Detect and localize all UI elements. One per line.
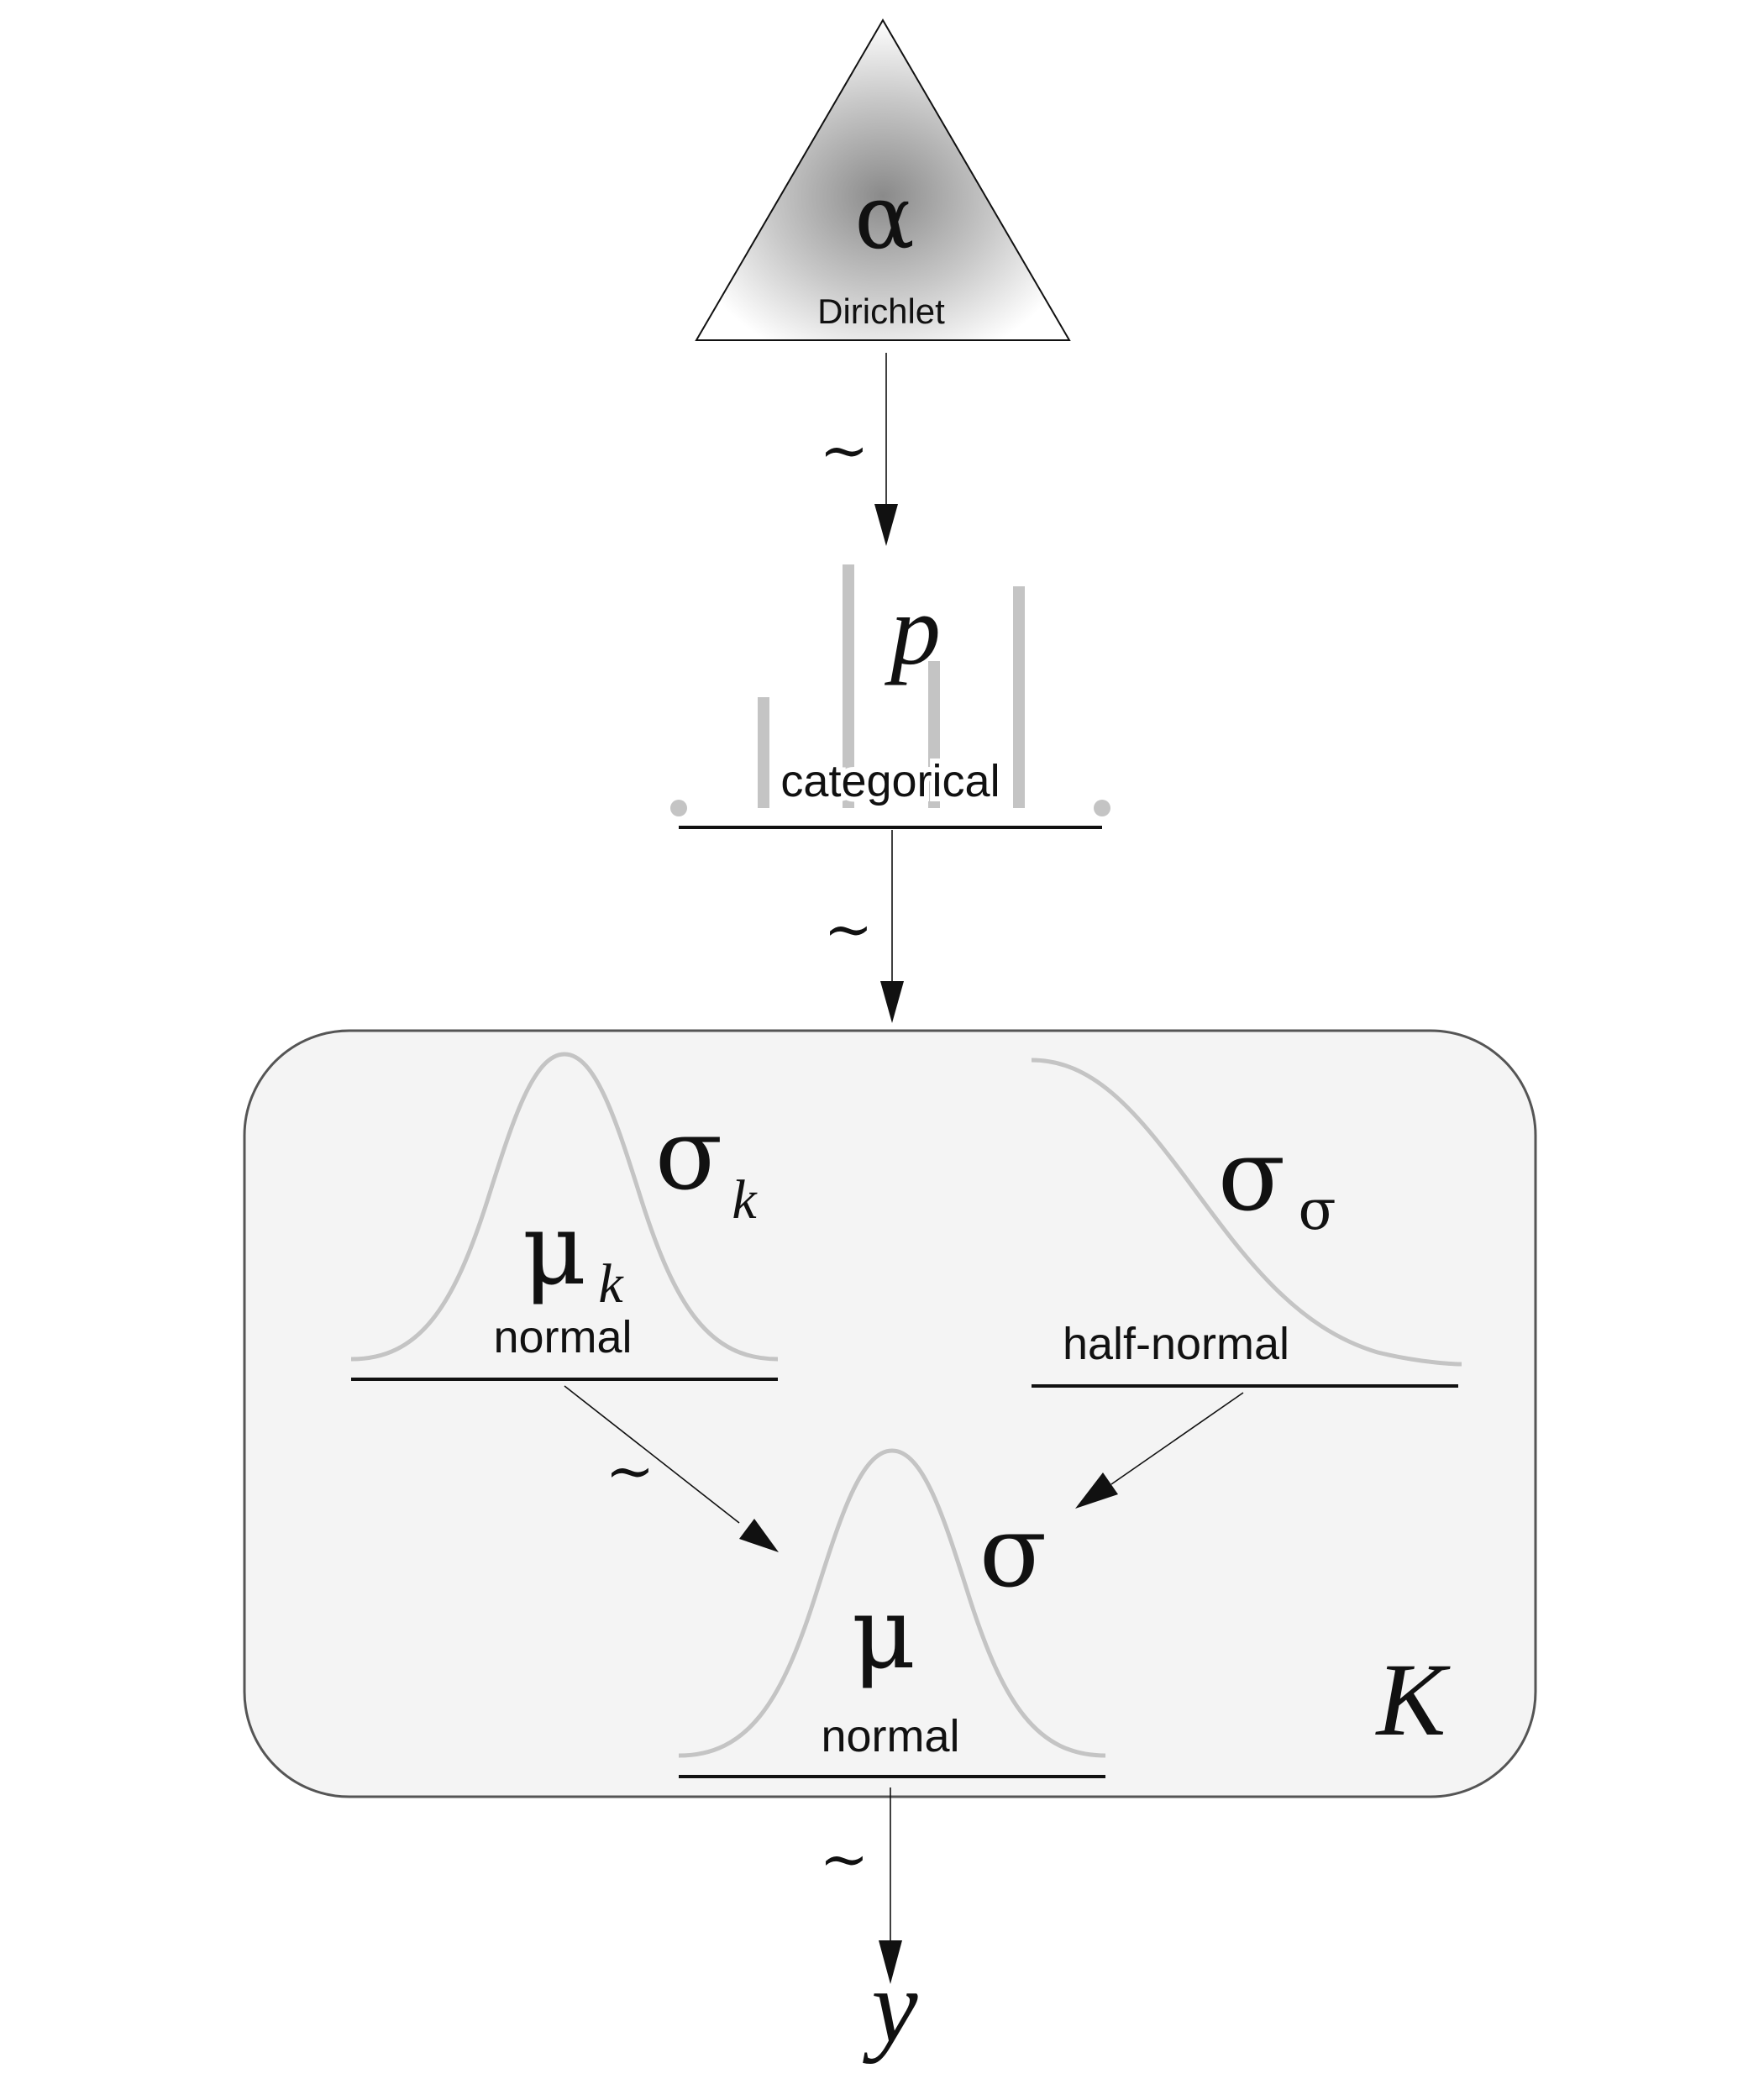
sigma-k-label: σ k xyxy=(655,1096,759,1231)
sigma-sigma-distribution-label: half-normal xyxy=(1063,1319,1289,1369)
sigma-k-symbol: σ xyxy=(655,1096,723,1212)
sigma-sigma-subscript: σ xyxy=(1298,1178,1336,1242)
p-symbol: p xyxy=(884,574,941,685)
mu-k-distribution-label: normal xyxy=(493,1312,632,1362)
half-normal-curve-icon xyxy=(1031,1058,1462,1367)
sigma-k-subscript: k xyxy=(732,1169,758,1231)
mu-symbol: μ xyxy=(852,1575,916,1691)
edge-p-to-plate: ~ xyxy=(824,830,904,1023)
arrowhead-icon xyxy=(879,1940,902,1984)
mu-k-symbol: μ xyxy=(522,1191,587,1307)
arrowhead-icon xyxy=(874,504,898,546)
p-node: p categorical xyxy=(670,564,1110,829)
arrowhead-icon xyxy=(1075,1472,1118,1509)
alpha-distribution-label: Dirichlet xyxy=(817,291,945,331)
mu-k-subscript: k xyxy=(598,1253,624,1315)
edge-mu-to-y: ~ xyxy=(820,1787,902,1984)
plate-k: K xyxy=(243,1029,1537,1798)
edge-tilde-label: ~ xyxy=(820,416,869,485)
sigma-sigma-node: σ σ half-normal xyxy=(1031,1058,1462,1388)
y-symbol: y xyxy=(862,1949,918,2064)
p-distribution-label: categorical xyxy=(780,756,1000,806)
dirichlet-triangle-icon xyxy=(695,18,1071,341)
alpha-node: α Dirichlet xyxy=(695,18,1071,341)
normal-curve-icon xyxy=(350,1052,779,1362)
sigma-sigma-symbol: σ xyxy=(1218,1117,1286,1233)
arrowhead-icon xyxy=(739,1519,779,1552)
mu-node: μ normal xyxy=(678,1448,1106,1778)
sigma-symbol: σ xyxy=(979,1493,1047,1609)
edge-mu-k-to-mu: ~ xyxy=(564,1385,779,1552)
plate-label: K xyxy=(1375,1642,1452,1757)
edge-alpha-to-p: ~ xyxy=(820,353,898,546)
edge-sigma-sigma-to-sigma xyxy=(1075,1392,1244,1509)
normal-curve-icon xyxy=(678,1448,1106,1758)
mu-k-node: μ k normal xyxy=(350,1052,779,1381)
edge-tilde-label: ~ xyxy=(820,1824,869,1893)
edge-tilde-label: ~ xyxy=(824,895,874,963)
mu-distribution-label: normal xyxy=(821,1711,959,1761)
edge-tilde-label: ~ xyxy=(606,1436,655,1505)
categorical-bars-icon xyxy=(670,564,1110,816)
alpha-symbol: α xyxy=(854,165,915,269)
arrowhead-icon xyxy=(880,981,904,1023)
